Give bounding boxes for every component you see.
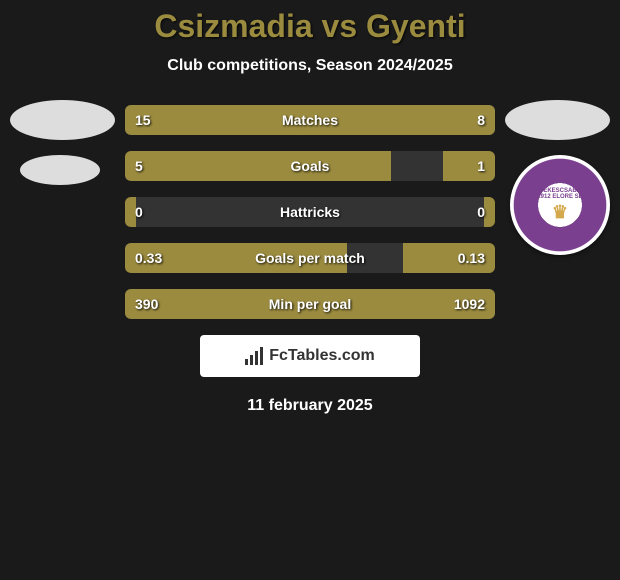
bar-value-right: 0.13 bbox=[458, 250, 485, 266]
bar-label: Min per goal bbox=[269, 296, 351, 312]
bar-label: Matches bbox=[282, 112, 338, 128]
club-right-badge: BEKESCSABA 1912 ELORE SE ♛ bbox=[510, 155, 610, 255]
bar-label: Goals per match bbox=[255, 250, 365, 266]
badge-inner: BEKESCSABA 1912 ELORE SE ♛ bbox=[530, 175, 590, 235]
bar-value-left: 5 bbox=[135, 158, 143, 174]
bar-value-left: 390 bbox=[135, 296, 158, 312]
bar-row: Matches 15 8 bbox=[125, 105, 495, 135]
bar-value-right: 8 bbox=[477, 112, 485, 128]
bar-label: Goals bbox=[291, 158, 330, 174]
badge-mid-text: 1912 ELORE SE bbox=[537, 194, 582, 200]
bar-row: Goals 5 1 bbox=[125, 151, 495, 181]
bar-right-fill bbox=[443, 151, 495, 181]
page-title: Csizmadia vs Gyenti bbox=[0, 8, 620, 45]
bar-right-fill bbox=[366, 105, 496, 135]
bar-row: Goals per match 0.33 0.13 bbox=[125, 243, 495, 273]
bar-value-right: 1 bbox=[477, 158, 485, 174]
bar-row: Min per goal 390 1092 bbox=[125, 289, 495, 319]
watermark-text: FcTables.com bbox=[269, 347, 375, 365]
watermark: FcTables.com bbox=[200, 335, 420, 377]
stats-area: BEKESCSABA 1912 ELORE SE ♛ Matches158Goa… bbox=[0, 105, 620, 319]
club-left-placeholder bbox=[20, 155, 100, 185]
subtitle: Club competitions, Season 2024/2025 bbox=[0, 57, 620, 75]
tower-icon: ♛ bbox=[552, 202, 568, 223]
bar-left-fill bbox=[125, 151, 391, 181]
player-left-placeholder bbox=[10, 100, 115, 140]
bar-value-left: 15 bbox=[135, 112, 151, 128]
chart-icon bbox=[245, 347, 263, 365]
bar-value-right: 0 bbox=[477, 204, 485, 220]
bar-value-right: 1092 bbox=[454, 296, 485, 312]
bar-label: Hattricks bbox=[280, 204, 340, 220]
bar-row: Hattricks 0 0 bbox=[125, 197, 495, 227]
bar-value-left: 0 bbox=[135, 204, 143, 220]
player-right-placeholder bbox=[505, 100, 610, 140]
date-label: 11 february 2025 bbox=[0, 397, 620, 415]
comparison-bars: Matches 15 8 Goals 5 1 Hattricks 0 0 Goals per ma… bbox=[125, 105, 495, 319]
bar-value-left: 0.33 bbox=[135, 250, 162, 266]
infographic-container: Csizmadia vs Gyenti Club competitions, S… bbox=[0, 0, 620, 580]
bar-right-fill bbox=[484, 197, 495, 227]
